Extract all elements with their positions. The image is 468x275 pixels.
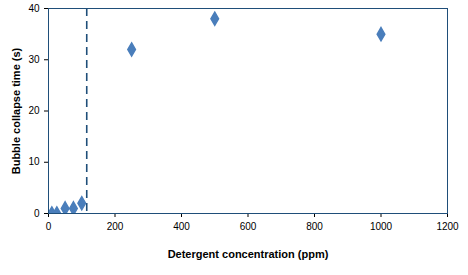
svg-text:600: 600 [240, 221, 257, 232]
svg-text:40: 40 [28, 3, 40, 14]
svg-text:0: 0 [46, 221, 52, 232]
svg-text:Detergent concentration (ppm): Detergent concentration (ppm) [168, 248, 329, 260]
svg-text:20: 20 [28, 105, 40, 116]
svg-text:30: 30 [28, 54, 40, 65]
svg-text:1200: 1200 [436, 221, 459, 232]
svg-text:0: 0 [34, 208, 40, 219]
svg-text:800: 800 [306, 221, 323, 232]
svg-text:1000: 1000 [370, 221, 393, 232]
svg-text:400: 400 [173, 221, 190, 232]
svg-text:Bubble collapse time (s): Bubble collapse time (s) [10, 47, 22, 174]
svg-text:200: 200 [107, 221, 124, 232]
svg-text:10: 10 [28, 156, 40, 167]
